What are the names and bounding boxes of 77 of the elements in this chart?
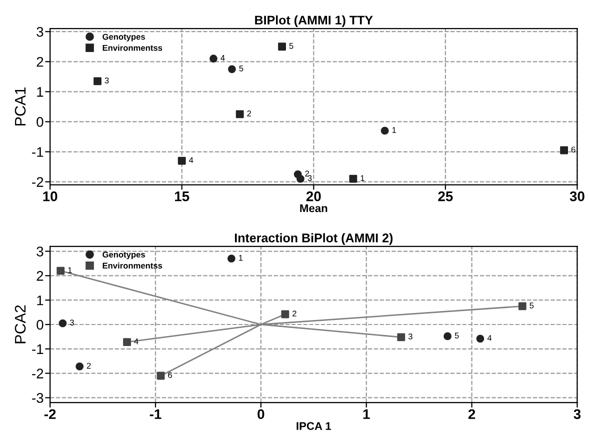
annotation: 3 — [70, 320, 74, 326]
point — [156, 372, 165, 380]
annotation: 1 — [360, 175, 364, 181]
annotation: 2 — [292, 310, 296, 316]
annotation: 6 — [168, 372, 172, 378]
y-tick-label: 2 — [36, 56, 44, 67]
y-tick-label: -3 — [32, 393, 44, 403]
x-axis-title: Mean — [300, 204, 328, 212]
legend-label: Genotypes — [102, 252, 145, 260]
y-tick-label: -1 — [32, 147, 44, 157]
point — [236, 110, 244, 118]
x-tick-label: 20 — [306, 191, 321, 202]
point — [56, 266, 65, 275]
point — [76, 362, 84, 370]
x-tick-label: -2 — [44, 409, 56, 419]
annotation: 5 — [239, 66, 244, 72]
annotation: 4 — [188, 157, 194, 163]
annotation: 5 — [289, 43, 294, 49]
point — [94, 77, 102, 86]
annotation: 2 — [86, 362, 91, 369]
point — [296, 174, 304, 183]
point — [278, 42, 286, 51]
y-tick-label: -2 — [32, 177, 44, 187]
y-tick-label: 3 — [36, 246, 44, 256]
x-tick-label: 0 — [258, 409, 264, 420]
annotation: 1 — [392, 127, 396, 133]
y-axis-title: PCA1 — [14, 87, 26, 126]
point — [349, 174, 358, 183]
annotation: 4 — [487, 335, 492, 341]
annotation: 2 — [305, 170, 309, 176]
annotation: 5 — [454, 332, 459, 338]
point — [518, 302, 526, 310]
legend-label: Environmentss — [102, 44, 162, 51]
x-tick-label: 3 — [574, 409, 581, 420]
annotation: 4 — [134, 338, 138, 344]
point — [178, 156, 186, 165]
y-tick-label: 3 — [36, 26, 44, 37]
x-tick-label: 1 — [363, 409, 370, 419]
x-tick-label: 30 — [570, 191, 584, 202]
y-axis-title: PCA2 — [14, 305, 26, 344]
x-tick-label: 10 — [43, 191, 58, 202]
x-tick-label: 2 — [468, 409, 476, 419]
chart-title: Interaction BiPlot (AMMI 2) — [234, 233, 393, 245]
x-tick-label: -1 — [150, 409, 162, 419]
y-tick-label: -2 — [32, 368, 44, 378]
point — [397, 333, 406, 342]
legend-label: Genotypes — [102, 34, 145, 42]
y-tick-label: 0 — [36, 117, 44, 127]
annotation: 5 — [530, 302, 534, 308]
point — [58, 319, 67, 328]
legend-label: Environmentss — [102, 262, 162, 269]
annotation: 1 — [238, 255, 243, 261]
point — [560, 146, 568, 154]
x-tick-label: 15 — [175, 192, 190, 202]
x-tick-label: 25 — [438, 191, 453, 202]
point — [380, 126, 389, 135]
annotation: 3 — [308, 175, 312, 182]
y-tick-label: 1 — [37, 296, 44, 306]
y-tick-label: -1 — [32, 344, 44, 354]
y-tick-label: 1 — [37, 87, 44, 97]
annotation: 3 — [104, 78, 109, 84]
point — [444, 332, 452, 340]
y-tick-label: 2 — [36, 271, 44, 281]
chart-title: BIPlot (AMMI 1) TTY — [255, 15, 373, 28]
point — [123, 338, 131, 346]
annotation: 4 — [220, 55, 225, 61]
point — [210, 54, 218, 63]
x-axis-title: IPCA 1 — [296, 422, 332, 430]
annotation: 1 — [68, 267, 72, 273]
point — [227, 254, 236, 263]
point — [476, 334, 484, 343]
annotation: 6 — [571, 146, 576, 152]
annotation: 2 — [247, 110, 251, 116]
y-tick-label: 0 — [36, 320, 44, 330]
point — [228, 65, 236, 74]
annotation: 3 — [408, 334, 412, 340]
point — [281, 310, 290, 318]
